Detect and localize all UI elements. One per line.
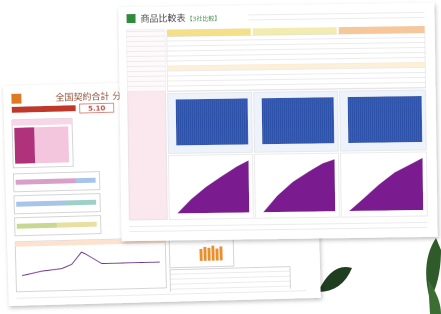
info-rows bbox=[167, 33, 426, 92]
blue-charts bbox=[168, 90, 427, 154]
panel-bar bbox=[14, 127, 35, 164]
column-header bbox=[339, 26, 425, 34]
leaves bbox=[318, 238, 441, 314]
scene: 全国契約合計 分析シート 5.10 bbox=[0, 0, 441, 314]
sheet-subtitle: 【3社比較】 bbox=[187, 15, 221, 23]
page: 全国契約合計 分析シート 5.10 bbox=[0, 0, 441, 314]
strip-panels bbox=[13, 172, 101, 236]
sheet-title: 商品比較表 bbox=[140, 12, 185, 25]
header-info bbox=[248, 10, 424, 24]
column-header bbox=[253, 27, 337, 35]
front-sheet: 商品比較表 【3社比較】 bbox=[118, 3, 437, 241]
label-rows bbox=[127, 30, 166, 93]
panel-fill bbox=[34, 126, 69, 163]
purple-charts bbox=[168, 152, 427, 220]
logo bbox=[126, 14, 135, 23]
logo bbox=[11, 94, 21, 104]
value-text: 5.10 bbox=[88, 104, 106, 112]
column-header bbox=[167, 28, 251, 36]
